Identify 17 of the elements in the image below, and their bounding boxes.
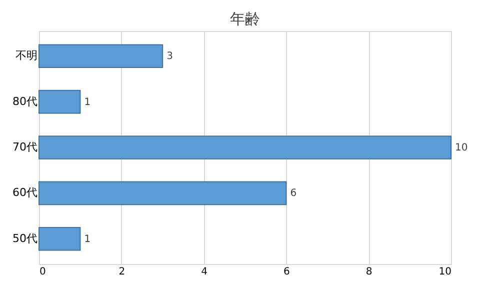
y-tick-label: 60代 xyxy=(12,186,38,200)
x-tick-label: 6 xyxy=(284,266,290,278)
y-tick-label: 50代 xyxy=(12,232,38,245)
x-tick-label: 4 xyxy=(201,266,208,278)
y-tick-label: 不明 xyxy=(16,49,38,62)
data-label: 6 xyxy=(290,188,297,200)
y-tick-label: 80代 xyxy=(12,94,38,108)
x-tick-label: 0 xyxy=(40,266,46,278)
chart-title: 年齢 xyxy=(230,10,260,28)
x-tick-label: 2 xyxy=(118,266,126,278)
data-label: 3 xyxy=(166,51,173,62)
x-tick-label: 8 xyxy=(366,266,372,278)
y-tick-label: 70代 xyxy=(12,140,38,154)
data-label: 10 xyxy=(455,142,468,154)
x-tick-label: 10 xyxy=(438,266,452,278)
data-label: 1 xyxy=(84,96,91,108)
data-label: 1 xyxy=(84,234,91,245)
